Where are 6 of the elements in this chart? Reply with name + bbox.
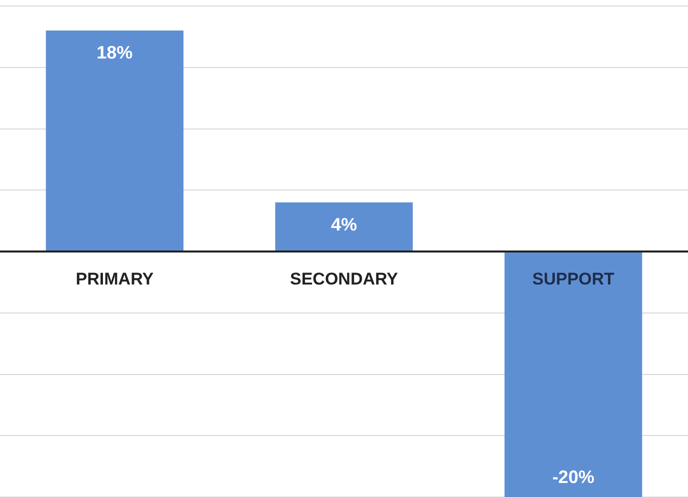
x-tick-label: PRIMARY xyxy=(76,270,154,289)
x-tick-label: SUPPORT xyxy=(532,270,616,289)
x-tick-label: SECONDARY xyxy=(290,270,399,289)
data-label: -20% xyxy=(552,466,594,487)
data-label: 4% xyxy=(330,214,358,234)
data-label: 18% xyxy=(96,42,133,63)
